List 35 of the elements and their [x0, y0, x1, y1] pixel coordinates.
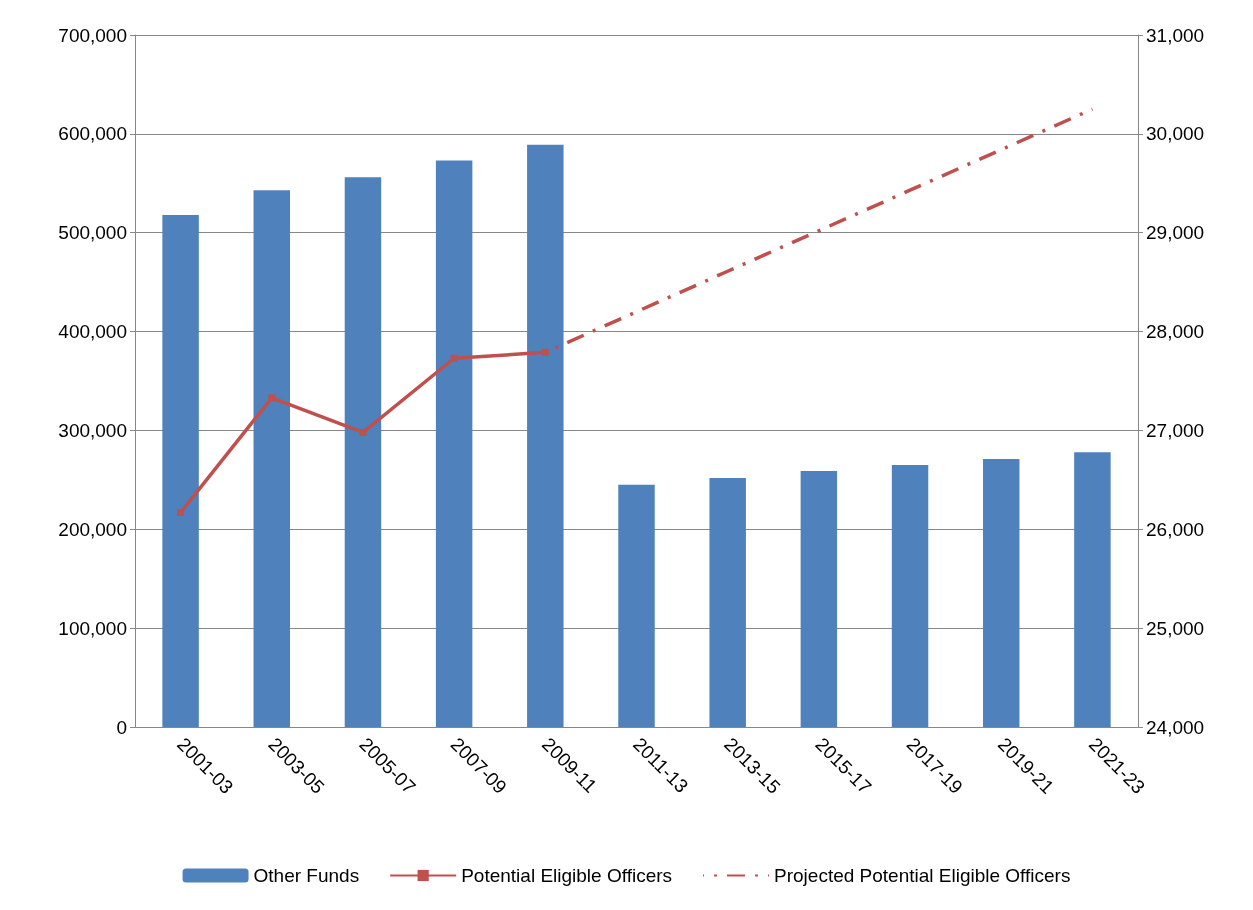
y-tick-label: 600,000	[58, 123, 127, 145]
y2-tick-label: 26,000	[1146, 518, 1205, 540]
point	[359, 428, 367, 436]
y2-tick-label: 27,000	[1146, 419, 1205, 441]
point	[541, 348, 549, 356]
y2-tick-label: 28,000	[1146, 321, 1205, 343]
legend-label: Potential Eligible Officers	[461, 865, 673, 886]
bar	[709, 477, 746, 727]
bar	[800, 470, 838, 727]
bar	[162, 214, 199, 727]
point	[268, 394, 276, 402]
y2-tick-label: 25,000	[1146, 617, 1205, 639]
bar	[618, 484, 655, 727]
bar	[344, 177, 382, 727]
y-tick-label: 400,000	[58, 321, 127, 343]
y-tick-label: 0	[116, 716, 127, 738]
bar	[435, 160, 473, 727]
y-tick-label: 500,000	[58, 222, 127, 244]
y-tick-label: 100,000	[58, 617, 127, 639]
bar	[1074, 452, 1111, 727]
y2-tick-label: 29,000	[1146, 222, 1205, 244]
point	[177, 508, 185, 516]
y2-tick-label: 30,000	[1146, 123, 1205, 145]
y-tick-label: 200,000	[58, 518, 127, 540]
bar	[982, 459, 1020, 727]
y-tick-label: 300,000	[58, 419, 127, 441]
y2-tick-label: 31,000	[1146, 24, 1205, 46]
bar	[253, 190, 291, 727]
y-tick-label: 700,000	[58, 24, 127, 46]
y2-tick-label: 24,000	[1146, 716, 1205, 738]
bar	[527, 144, 564, 727]
point	[450, 354, 458, 362]
legend-label: Projected Potential Eligible Officers	[774, 865, 1071, 886]
bar	[891, 465, 929, 727]
legend-label: Other Funds	[253, 865, 360, 886]
